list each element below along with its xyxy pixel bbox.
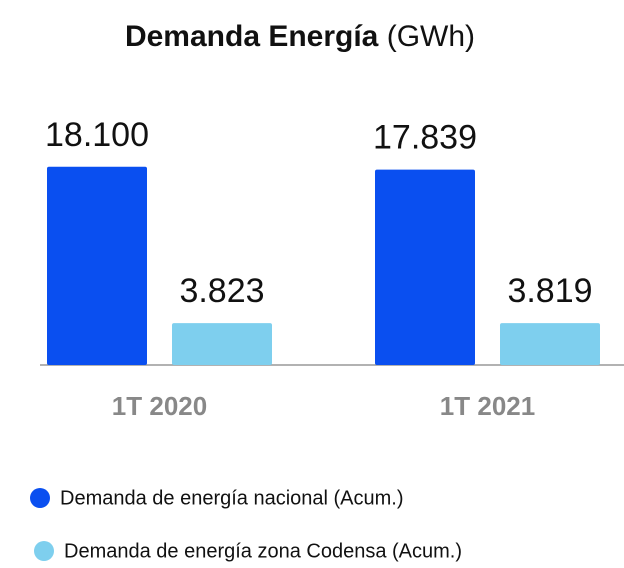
chart-title: Demanda Energía (GWh) (125, 20, 475, 53)
title-main: Demanda Energía (125, 20, 379, 53)
bar (172, 323, 272, 365)
bar (375, 169, 475, 365)
value-label: 3.823 (179, 272, 264, 310)
legend-label: Demanda de energía zona Codensa (Acum.) (64, 540, 462, 562)
value-label: 18.100 (45, 116, 149, 154)
legend-label: Demanda de energía nacional (Acum.) (60, 487, 404, 509)
bar (47, 166, 147, 365)
x-tick-label: 1T 2020 (112, 391, 207, 421)
value-label: 3.819 (507, 272, 592, 310)
bar (500, 323, 600, 365)
value-label: 17.839 (373, 119, 477, 157)
legend-marker (30, 488, 50, 508)
legend-marker (34, 541, 54, 561)
title-unit: (GWh) (387, 20, 475, 53)
x-tick-label: 1T 2021 (440, 391, 535, 421)
